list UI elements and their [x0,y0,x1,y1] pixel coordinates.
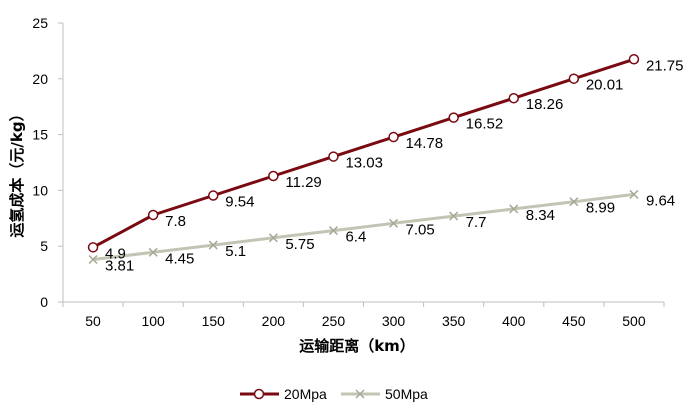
data-point-50mpa [268,233,278,243]
x-tick-label: 450 [562,313,586,329]
data-point-20mpa [208,190,219,201]
data-point-50mpa [88,254,98,265]
data-point-20mpa [328,151,339,162]
legend-label-20mpa: 20Mpa [284,386,327,402]
y-tick-label: 0 [40,294,48,310]
data-label-50mpa: 8.34 [526,207,555,224]
data-point-50mpa [208,240,218,250]
data-label-50mpa: 7.7 [466,214,487,231]
data-label-20mpa: 11.29 [285,174,321,191]
data-label-50mpa: 3.81 [105,257,134,274]
legend: 20Mpa 50Mpa [240,386,428,402]
data-label-20mpa: 13.03 [345,155,383,172]
data-label-20mpa: 21.75 [646,57,684,74]
y-axis-title: 运氢成本（元/kg） [8,106,26,237]
legend-item-50mpa: 50Mpa [341,386,428,402]
data-label-20mpa: 4.9 [105,245,126,262]
y-tick-label: 25 [32,15,48,31]
series-line-50mpa [92,192,635,261]
data-point-20mpa [568,73,580,84]
y-tick-label: 15 [32,127,48,143]
data-point-20mpa [388,131,399,143]
data-labels: 3.81 4.45 5.1 5.75 6.4 7.05 7.7 8.34 8.99 9.64 4.9… [105,57,683,274]
data-label-20mpa: 20.01 [586,77,624,94]
y-tick-label: 10 [32,182,48,198]
x-tick-label: 400 [502,313,526,329]
data-label-20mpa: 18.26 [526,96,564,113]
x-tick-label: 100 [141,313,165,329]
x-tick-label: 150 [202,313,226,329]
data-label-20mpa: 9.54 [225,194,254,211]
data-point-50mpa [449,211,459,221]
y-tick-label: 5 [40,238,48,254]
data-point-50mpa [389,218,399,228]
data-point-50mpa [629,189,639,199]
x-tick-label: 350 [442,313,466,329]
data-label-50mpa: 5.75 [285,236,314,253]
data-point-20mpa [628,54,640,65]
data-label-50mpa: 6.4 [345,229,366,246]
data-point-50mpa [569,197,579,207]
legend-label-50mpa: 50Mpa [385,386,428,402]
data-label-50mpa: 4.45 [165,250,194,267]
data-label-20mpa: 14.78 [406,135,444,152]
y-tick-label: 20 [32,71,48,87]
data-label-20mpa: 7.8 [165,213,186,230]
legend-marker-50mpa [355,389,365,399]
data-label-50mpa: 9.64 [646,192,675,209]
data-point-20mpa [448,112,459,123]
data-point-20mpa [147,209,159,221]
data-point-20mpa [87,242,99,253]
series-line-20mpa [92,57,635,249]
data-point-50mpa [328,226,338,236]
data-label-50mpa: 5.1 [225,243,246,260]
legend-marker-20mpa [253,388,265,400]
x-tick-label: 250 [322,313,346,329]
data-label-50mpa: 8.99 [586,200,615,217]
y-tick-labels: 0 5 10 15 20 25 [32,15,63,310]
x-tick-label: 200 [262,313,286,329]
series-layer [87,54,640,265]
x-tick-label: 500 [622,313,646,329]
data-label-50mpa: 7.05 [406,221,435,238]
x-tick-label: 300 [382,313,406,329]
data-point-50mpa [148,247,158,257]
data-label-20mpa: 16.52 [466,116,504,133]
data-point-20mpa [268,170,279,182]
legend-item-20mpa: 20Mpa [240,386,327,402]
x-tick-label: 50 [85,313,101,329]
x-tick-labels: 50 100 150 200 250 300 350 400 450 500 [62,302,665,329]
data-point-20mpa [508,92,519,104]
x-axis-title: 运输距离（km） [299,337,415,355]
data-point-50mpa [509,204,519,214]
